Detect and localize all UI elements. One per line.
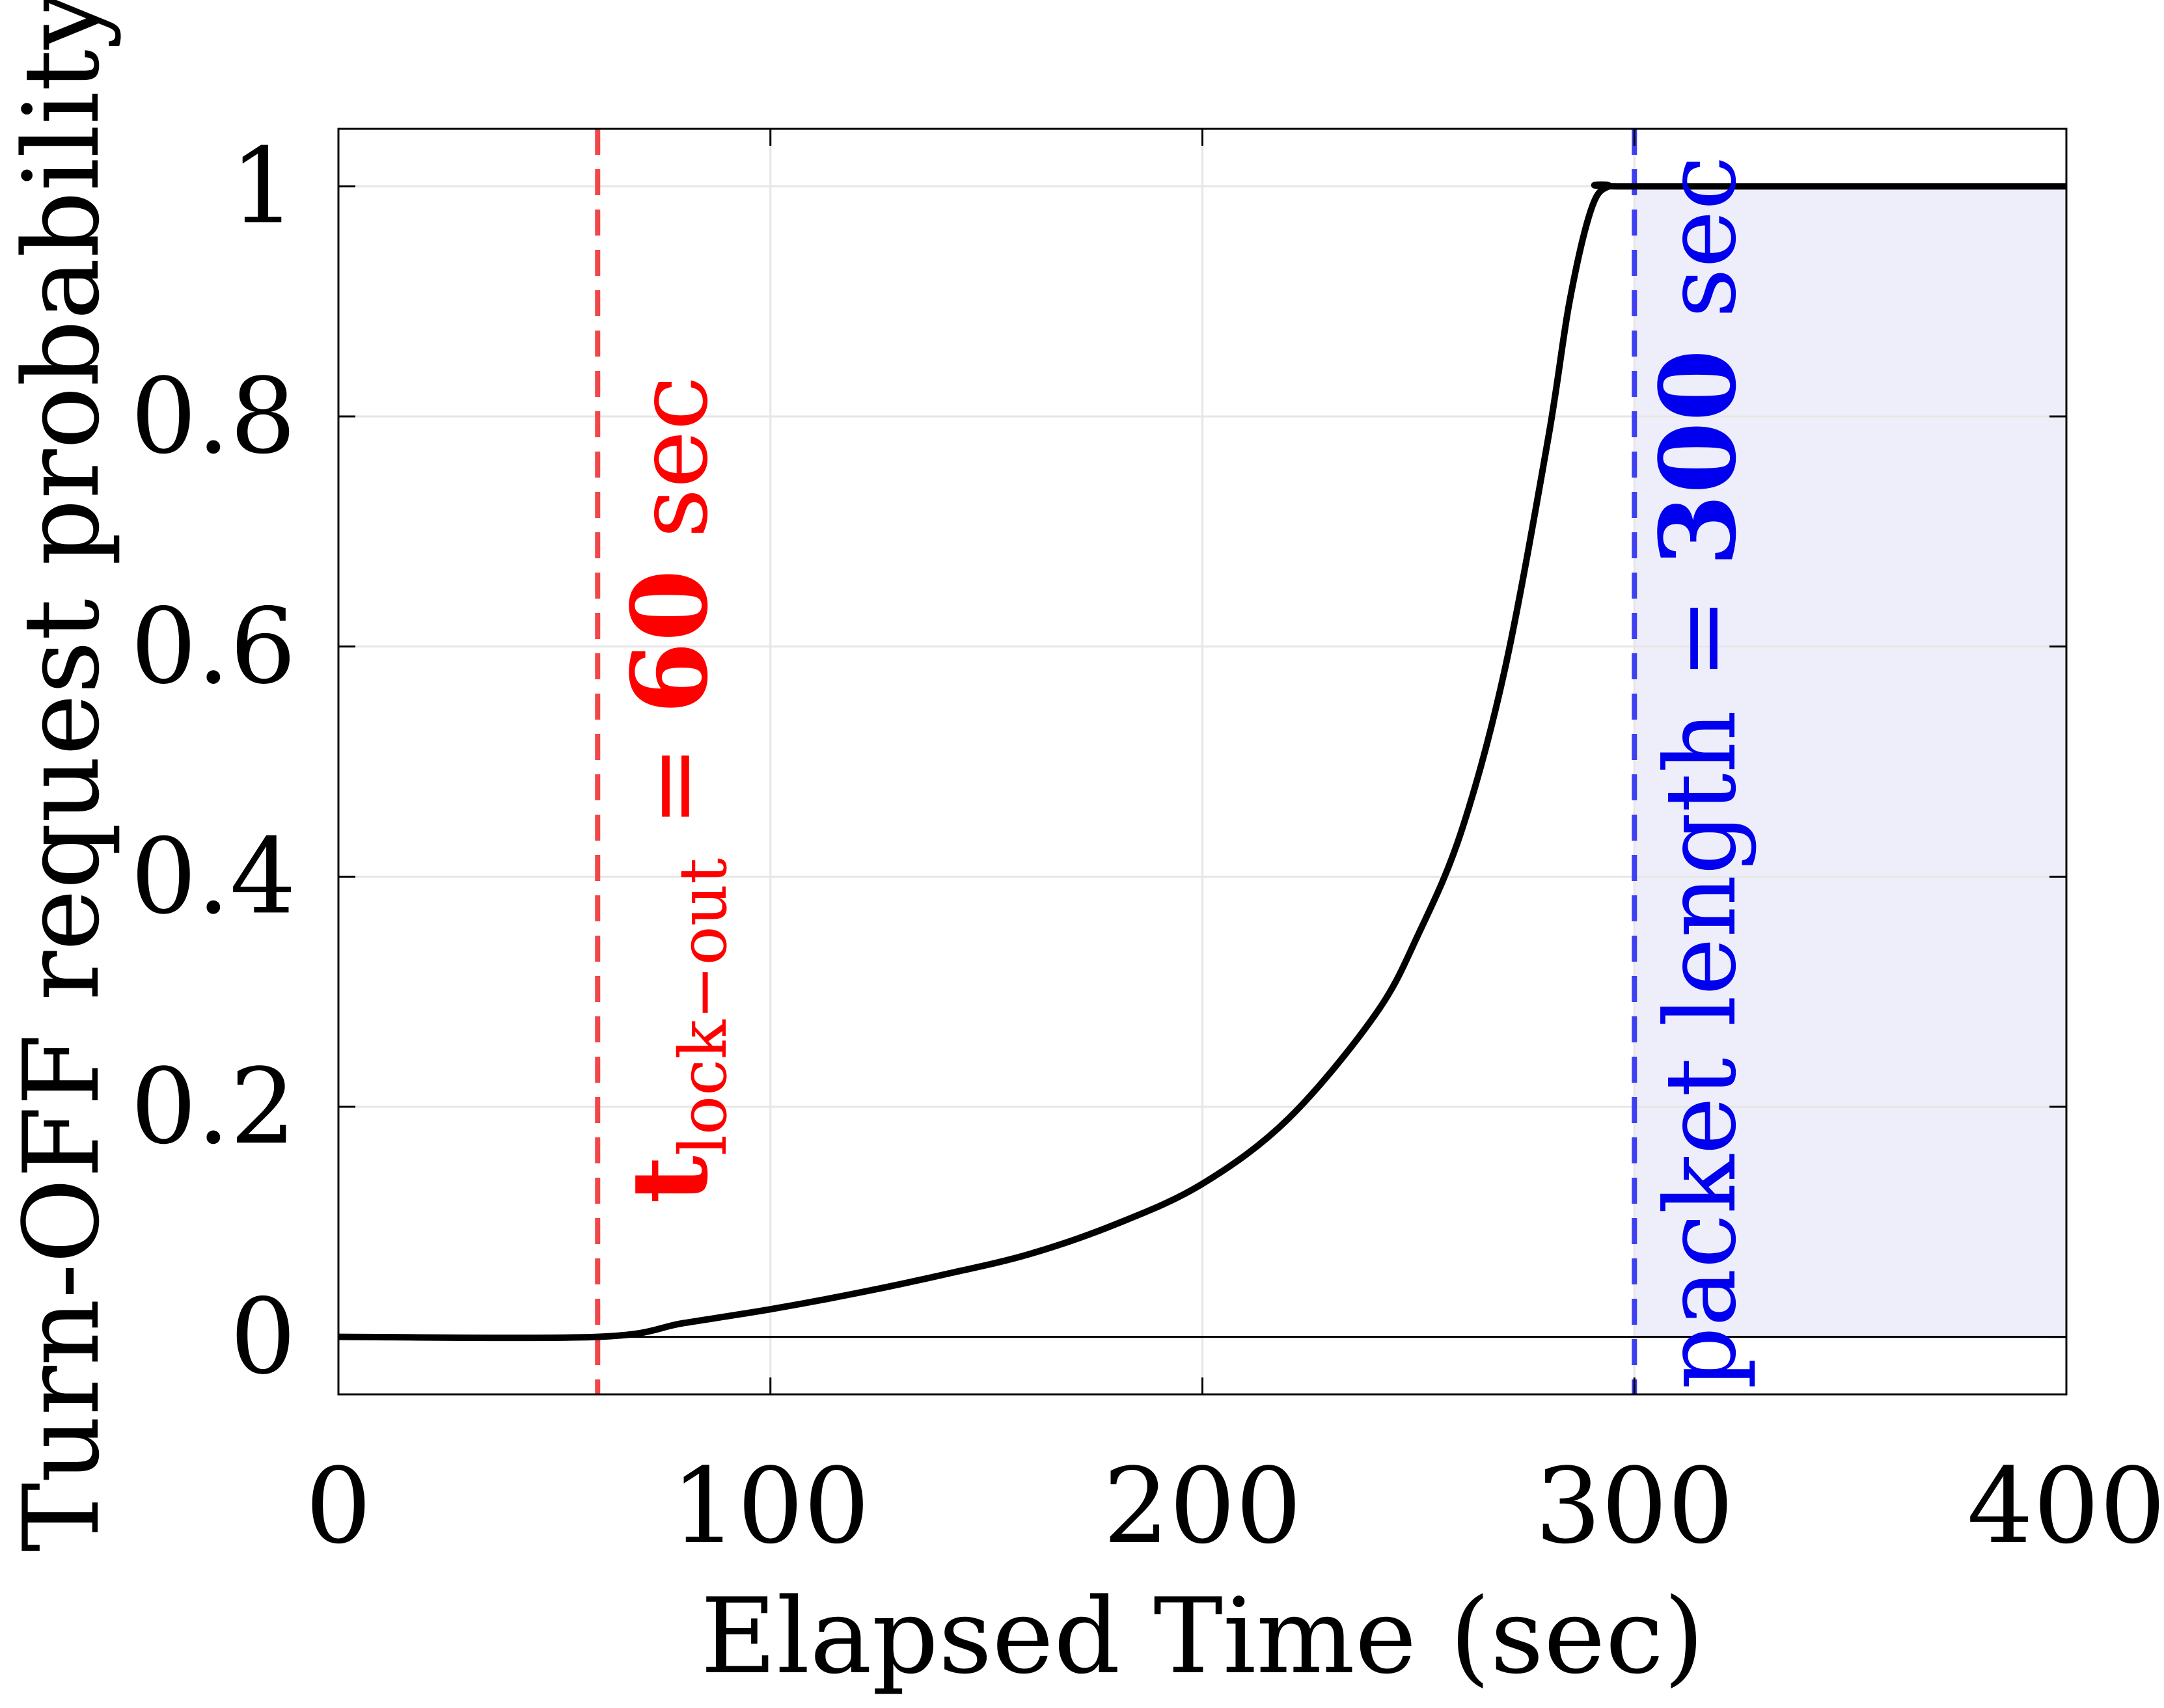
x-tick-label: 400: [1967, 1445, 2164, 1567]
annotations-layer: tlock−out = 60 sec packet length = 300 se…: [609, 156, 1759, 1389]
reference-lines-layer: [595, 129, 1637, 1394]
y-tick-label: 0.6: [131, 586, 296, 707]
tick-marks-layer: [337, 129, 2068, 1394]
y-tick-label: 0.4: [131, 815, 296, 937]
series-layer: [338, 181, 2066, 1342]
y-tick-label: 0.8: [131, 355, 296, 477]
series-line: [338, 181, 2066, 1342]
y-tick-labels: 0 0.2 0.4 0.6 0.8 1: [131, 125, 296, 1397]
y-tick-label: 0: [230, 1276, 296, 1398]
x-tick-labels: 0 100 200 300 400: [305, 1445, 2164, 1567]
annotation-lockout: tlock−out = 60 sec: [609, 376, 741, 1204]
y-axis-label: Turn-OFF request probability: [1, 0, 122, 1552]
shaded-region: [1634, 186, 2066, 1337]
x-tick-label: 100: [671, 1445, 870, 1567]
y-tick-label: 1: [230, 125, 296, 247]
x-tick-label: 200: [1103, 1445, 1302, 1567]
y-tick-label: 0.2: [131, 1046, 296, 1167]
annotation-packet: packet length = 300 sec: [1637, 156, 1759, 1389]
shaded-region-layer: [1634, 186, 2066, 1337]
x-tick-label: 0: [305, 1445, 372, 1567]
x-tick-label: 300: [1535, 1445, 1734, 1567]
x-axis-label: Elapsed Time (sec): [700, 1575, 1704, 1697]
